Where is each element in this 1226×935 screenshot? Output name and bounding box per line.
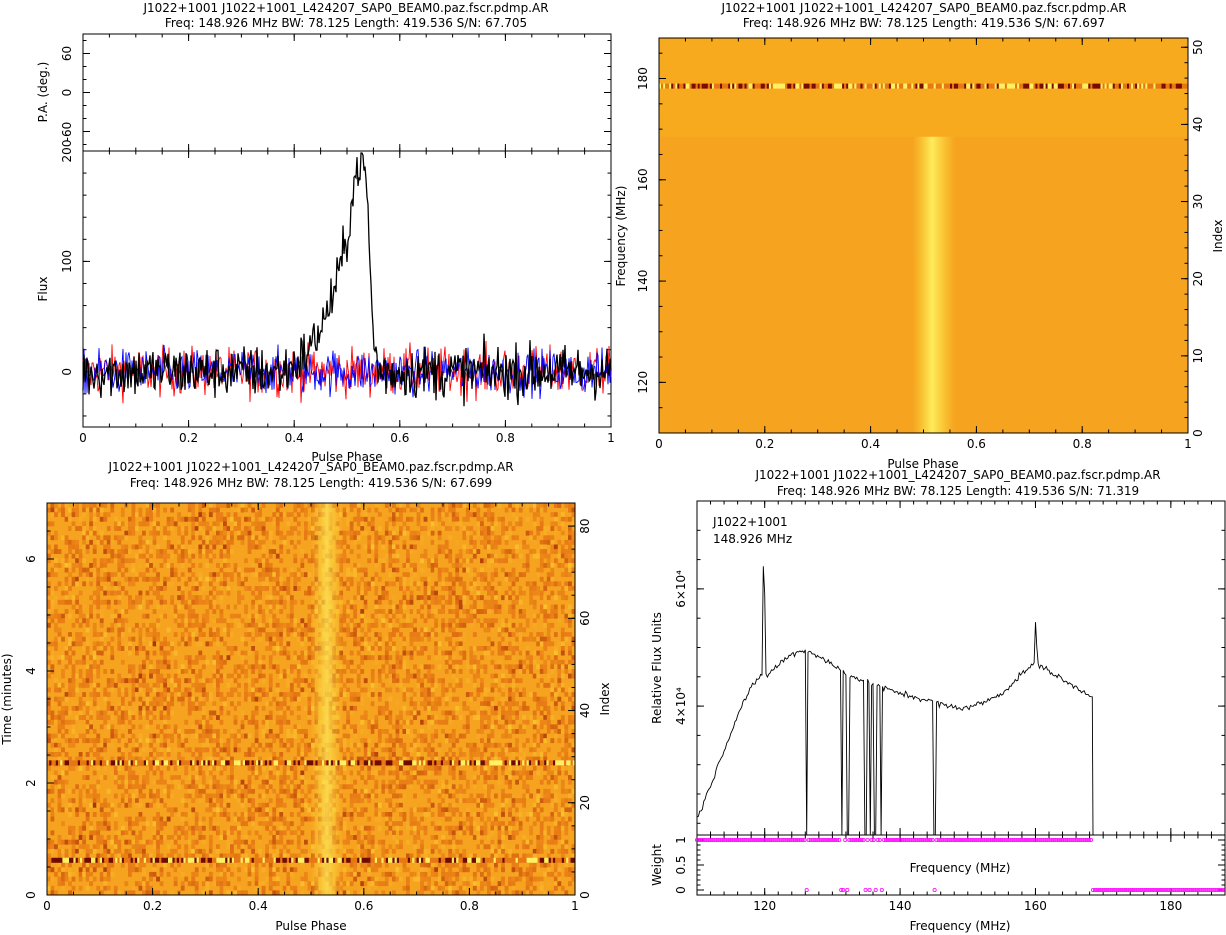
x-tick-label: 0 (79, 431, 87, 445)
freq-phase-panel: J1022+1001 J1022+1001_L424207_SAP0_BEAM0… (614, 1, 1225, 471)
pa-plot-frame (82, 33, 612, 152)
y-tick-label: 100 (60, 250, 74, 273)
profile-total-line (82, 152, 612, 407)
profile-title-line1: J1022+1001 J1022+1001_L424207_SAP0_BEAM0… (142, 1, 548, 15)
profile-linear-line (82, 340, 612, 404)
y-tick-label: 200 (60, 140, 74, 163)
pa-ylabel: P.A. (deg.) (36, 62, 50, 123)
x-tick-label: 0.6 (390, 431, 409, 445)
fp-title-line2: Freq: 148.926 MHz BW: 78.125 Length: 419… (743, 16, 1105, 30)
x-tick-label: 0.4 (285, 431, 304, 445)
x-tick-label: 0.2 (179, 431, 198, 445)
freq-phase-heatmap (659, 38, 1189, 433)
profile-panel: J1022+1001 J1022+1001_L424207_SAP0_BEAM0… (36, 1, 615, 464)
profile-axis-ticks: -60 0 60 0 0.2 0.4 0.6 0.8 1 0 100 200 (60, 34, 615, 445)
flux-ylabel: Flux (36, 277, 50, 302)
y-tick-label: 0 (60, 368, 74, 376)
profile-traces (82, 152, 612, 407)
x-tick-label: 1 (607, 431, 615, 445)
y-tick-label: 60 (60, 46, 74, 61)
y-tick-label: -60 (60, 122, 74, 142)
y-tick-label: 0 (60, 89, 74, 97)
x-tick-label: 0.8 (496, 431, 515, 445)
profile-title-line2: Freq: 148.926 MHz BW: 78.125 Length: 419… (165, 16, 527, 30)
profile-xlabel: Pulse Phase (311, 450, 382, 464)
fp-title-line1: J1022+1001 J1022+1001_L424207_SAP0_BEAM0… (720, 1, 1126, 15)
